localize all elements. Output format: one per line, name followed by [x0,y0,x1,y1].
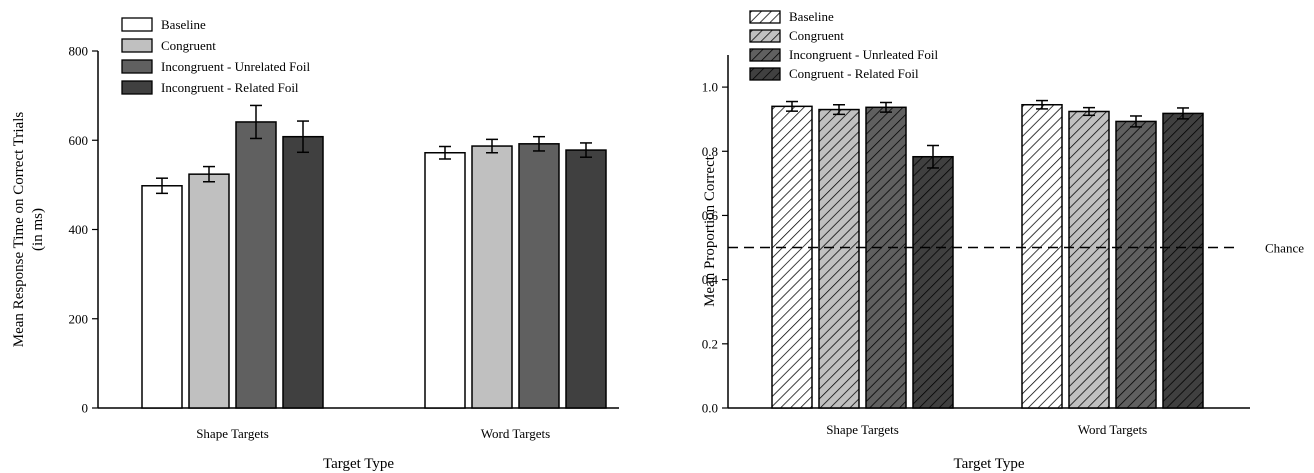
bar [424,151,466,409]
bar [282,135,324,409]
legend-swatch [749,10,781,24]
chance-label: Chance [1265,241,1304,256]
bar [471,145,513,409]
y-tick-label: 0.4 [702,272,719,287]
bar [865,106,907,409]
legend-label: Incongruent - Unrelated Foil [161,59,310,74]
proportion-correct-chart: 0.0 0.2 0.4 0.6 0.8 1.0 Shape Targets Word Targ… [702,9,1304,472]
y-tick-label: 0.6 [702,208,719,223]
x-category-label: Shape Targets [826,422,899,437]
bar [141,185,183,409]
legend-label: Baseline [789,9,834,24]
x-axis-title: Target Type [953,456,1024,472]
y-tick-label: 0 [82,401,89,416]
response-time-chart: 0 200 400 600 800 Shape Targets Word Targets Ta… [11,17,619,472]
legend-swatch [121,17,153,32]
legend-label: Congruent [161,38,216,53]
bar [565,149,607,409]
bar [1068,110,1110,409]
y-tick-label: 400 [69,222,89,237]
legend-swatch [749,67,781,81]
y-tick-label: 800 [69,44,89,59]
x-category-label: Word Targets [481,426,550,441]
legend-label: Baseline [161,17,206,32]
bar [1115,120,1157,409]
bar [1162,112,1204,409]
legend: Baseline Congruent Incongruent - Unrelated… [121,17,310,95]
y-tick-label: 0.2 [702,336,718,351]
legend-swatch [749,29,781,43]
y-axis-title: Mean Proportion Correct [702,155,718,307]
y-tick-label: 600 [69,133,89,148]
bar [188,173,230,409]
x-category-label: Shape Targets [196,426,269,441]
bar [518,143,560,409]
x-category-label: Word Targets [1078,422,1147,437]
legend: Baseline Congruent Incongruent - Unrleated… [749,9,938,81]
legend-label: Congruent - Related Foil [789,66,919,81]
x-axis-title: Target Type [323,456,394,472]
y-tick-label: 0.0 [702,401,718,416]
y-tick-label: 1.0 [702,80,718,95]
bar [912,155,954,409]
y-tick-label: 0.8 [702,144,718,159]
legend-swatch [121,80,153,95]
y-axis-title: (in ms) [30,208,46,251]
legend-label: Incongruent - Related Foil [161,80,299,95]
y-axis-title: Mean Response Time on Correct Trials [11,112,27,348]
bar [1021,103,1063,409]
y-tick-label: 200 [69,311,89,326]
legend-label: Incongruent - Unrleated Foil [789,47,938,62]
bar [818,108,860,409]
legend-swatch [749,48,781,62]
bar [771,105,813,409]
legend-swatch [121,59,153,74]
bar [235,121,277,409]
legend-swatch [121,38,153,53]
legend-label: Congruent [789,28,844,43]
